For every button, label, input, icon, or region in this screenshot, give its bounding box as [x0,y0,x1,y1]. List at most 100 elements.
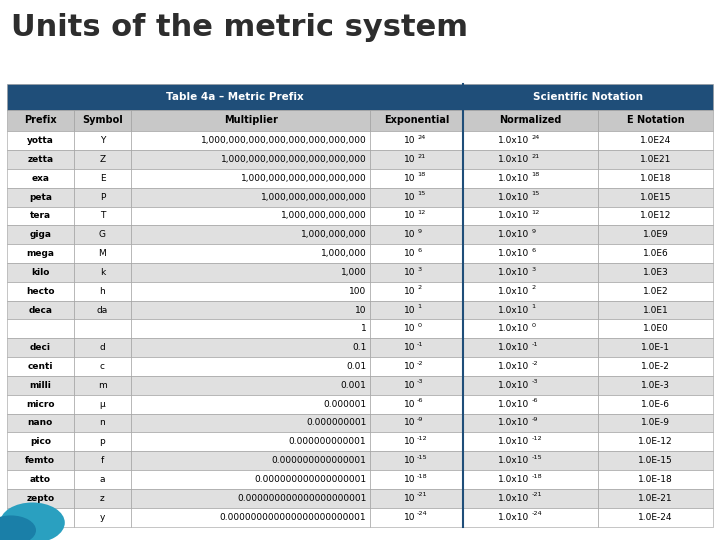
Bar [463,206,598,225]
Bar [7,376,73,395]
Bar [73,169,131,188]
Bar [370,301,463,320]
Bar [598,263,713,282]
Text: pico: pico [30,437,51,446]
Text: 1.0E0: 1.0E0 [643,325,669,333]
Text: 9: 9 [417,229,421,234]
Bar [131,508,370,526]
Text: 1.0E-24: 1.0E-24 [639,512,673,522]
Bar [73,244,131,263]
Ellipse shape [0,502,65,540]
Text: 10: 10 [403,418,415,428]
Text: yotta: yotta [27,136,54,145]
Text: -24: -24 [531,511,542,516]
Text: 1.0E-1: 1.0E-1 [641,343,670,352]
Text: exa: exa [32,174,50,183]
Text: 12: 12 [531,210,540,215]
Text: Table 4a – Metric Prefix: Table 4a – Metric Prefix [166,92,304,102]
Bar [131,357,370,376]
Text: G: G [99,230,106,239]
Bar [463,84,713,110]
Bar [131,169,370,188]
Bar [370,320,463,338]
Text: -3: -3 [531,380,538,384]
Text: -18: -18 [531,474,542,478]
Text: -1: -1 [531,342,538,347]
Text: femto: femto [25,456,55,465]
Bar [370,451,463,470]
Bar [7,395,73,414]
Text: 1: 1 [531,304,536,309]
Text: 1.0x10: 1.0x10 [498,306,529,314]
Bar [370,395,463,414]
Text: deca: deca [28,306,53,314]
Text: 9: 9 [531,229,536,234]
Bar [73,225,131,244]
Text: da: da [96,306,108,314]
Bar [463,110,598,131]
Text: 1.0E-18: 1.0E-18 [638,475,673,484]
Text: -18: -18 [417,474,428,478]
Text: 1.0E-2: 1.0E-2 [642,362,670,371]
Bar [598,433,713,451]
Text: 1.0x10: 1.0x10 [498,343,529,352]
Bar [463,414,598,433]
Text: 1.0x10: 1.0x10 [498,475,529,484]
Bar [7,84,463,110]
Text: 1.0x10: 1.0x10 [498,325,529,333]
Bar [131,320,370,338]
Text: 2: 2 [531,285,536,291]
Bar [73,320,131,338]
Bar [598,470,713,489]
Bar [7,110,73,131]
Text: 1,000,000,000,000: 1,000,000,000,000 [281,212,366,220]
Bar [7,188,73,206]
Bar [7,320,73,338]
Text: kilo: kilo [31,268,50,277]
Bar [598,110,713,131]
Text: 1.0x10: 1.0x10 [498,494,529,503]
Text: 2: 2 [417,285,421,291]
Bar [7,470,73,489]
Text: -9: -9 [417,417,423,422]
Text: Units of the metric system: Units of the metric system [11,14,468,43]
Text: 0.000000000000000000000001: 0.000000000000000000000001 [220,512,366,522]
Bar [598,508,713,526]
Text: mega: mega [27,249,55,258]
Bar [73,508,131,526]
Bar [7,357,73,376]
Text: 1.0E9: 1.0E9 [643,230,669,239]
Bar [7,169,73,188]
Bar [73,263,131,282]
Text: centi: centi [27,362,53,371]
Text: -9: -9 [531,417,538,422]
Text: c: c [100,362,105,371]
Bar [463,150,598,169]
Text: 1.0x10: 1.0x10 [498,174,529,183]
Text: 0.000001: 0.000001 [323,400,366,409]
Text: Scientific Notation: Scientific Notation [533,92,643,102]
Text: 12: 12 [417,210,426,215]
Text: 1,000,000,000,000,000,000: 1,000,000,000,000,000,000 [240,174,366,183]
Bar [73,206,131,225]
Text: 0.001: 0.001 [341,381,366,390]
Bar [7,244,73,263]
Text: 1.0E-9: 1.0E-9 [641,418,670,428]
Text: 10: 10 [403,475,415,484]
Bar [131,470,370,489]
Text: 1: 1 [417,304,421,309]
Text: Z: Z [99,155,106,164]
Bar [463,244,598,263]
Text: 1,000,000: 1,000,000 [320,249,366,258]
Text: 10: 10 [355,306,366,314]
Text: 1.0x10: 1.0x10 [498,381,529,390]
Text: 1,000,000,000: 1,000,000,000 [300,230,366,239]
Bar [131,338,370,357]
Text: 10: 10 [403,174,415,183]
Text: 0.000000000000001: 0.000000000000001 [271,456,366,465]
Bar [598,338,713,357]
Bar [7,301,73,320]
Bar [7,282,73,301]
Bar [131,414,370,433]
Bar [7,206,73,225]
